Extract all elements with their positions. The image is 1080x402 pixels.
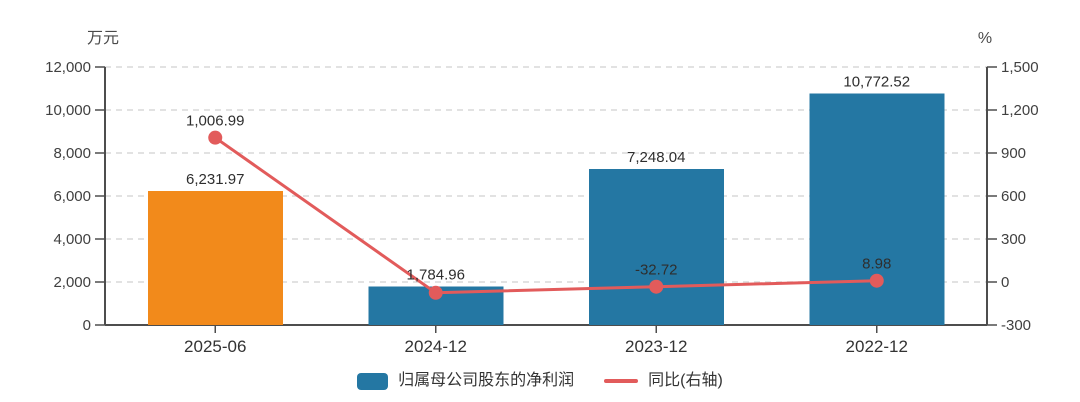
x-axis-category-label: 2023-12 bbox=[625, 337, 687, 356]
right-axis-tick-label: 600 bbox=[1001, 188, 1026, 205]
right-axis-tick-label: 1,200 bbox=[1001, 102, 1039, 119]
right-axis-tick-label: 1,500 bbox=[1001, 59, 1039, 76]
left-axis-tick-label: 12,000 bbox=[45, 59, 91, 76]
legend-item-net-profit[interactable]: 归属母公司股东的净利润 bbox=[357, 371, 574, 391]
line-value-label: 8.98 bbox=[862, 256, 891, 273]
line-value-label: 1,006.99 bbox=[186, 113, 244, 130]
x-axis-category-label: 2024-12 bbox=[405, 337, 467, 356]
legend-item-yoy[interactable]: 同比(右轴) bbox=[604, 371, 723, 391]
bar-2022-12 bbox=[809, 93, 945, 325]
legend: 归属母公司股东的净利润 同比(右轴) bbox=[0, 371, 1080, 391]
left-axis-tick-label: 10,000 bbox=[45, 102, 91, 119]
bar-value-label: 6,231.97 bbox=[186, 171, 244, 188]
line-point-2023-12 bbox=[649, 279, 664, 294]
legend-label-net-profit: 归属母公司股东的净利润 bbox=[398, 372, 575, 389]
line-value-label: -32.72 bbox=[635, 262, 678, 279]
bar-value-label: 1,784.96 bbox=[407, 267, 465, 284]
right-axis-unit-label: % bbox=[978, 30, 992, 47]
line-point-2022-12 bbox=[869, 273, 884, 288]
bar-series-swatch-icon bbox=[357, 372, 389, 390]
right-axis-tick-label: 900 bbox=[1001, 145, 1026, 162]
axis-layer: 0 2,000 4,000 6,000 8,000 10,000 12,000 -300 0 30… bbox=[45, 59, 1038, 356]
line-point-2024-12 bbox=[428, 285, 443, 300]
line-series-swatch-icon bbox=[604, 379, 639, 383]
bar-value-label: 10,772.52 bbox=[843, 73, 910, 90]
line-point-2025-06 bbox=[208, 130, 223, 145]
left-axis-tick-label: 4,000 bbox=[53, 231, 91, 248]
x-axis-category-label: 2025-06 bbox=[184, 337, 246, 356]
left-axis-tick-label: 2,000 bbox=[53, 274, 91, 291]
label-layer: 6,231.97 1,784.96 7,248.04 10,772.52 1,006.9… bbox=[186, 73, 910, 283]
left-axis-tick-label: 6,000 bbox=[53, 188, 91, 205]
line-layer bbox=[208, 130, 884, 300]
left-axis-tick-label: 8,000 bbox=[53, 145, 91, 162]
right-axis-tick-label: 300 bbox=[1001, 231, 1026, 248]
right-axis-tick-label: 0 bbox=[1001, 274, 1009, 291]
yoy-line bbox=[213, 136, 879, 295]
bar-2025-06 bbox=[147, 191, 283, 325]
x-axis-category-label: 2022-12 bbox=[846, 337, 908, 356]
right-axis-tick-label: -300 bbox=[1001, 317, 1031, 334]
bar-2023-12 bbox=[588, 169, 724, 325]
left-axis-tick-label: 0 bbox=[83, 317, 91, 334]
legend-label-yoy: 同比(右轴) bbox=[648, 372, 723, 389]
left-axis-unit-label: 万元 bbox=[87, 30, 119, 47]
bar-value-label: 7,248.04 bbox=[627, 149, 685, 166]
